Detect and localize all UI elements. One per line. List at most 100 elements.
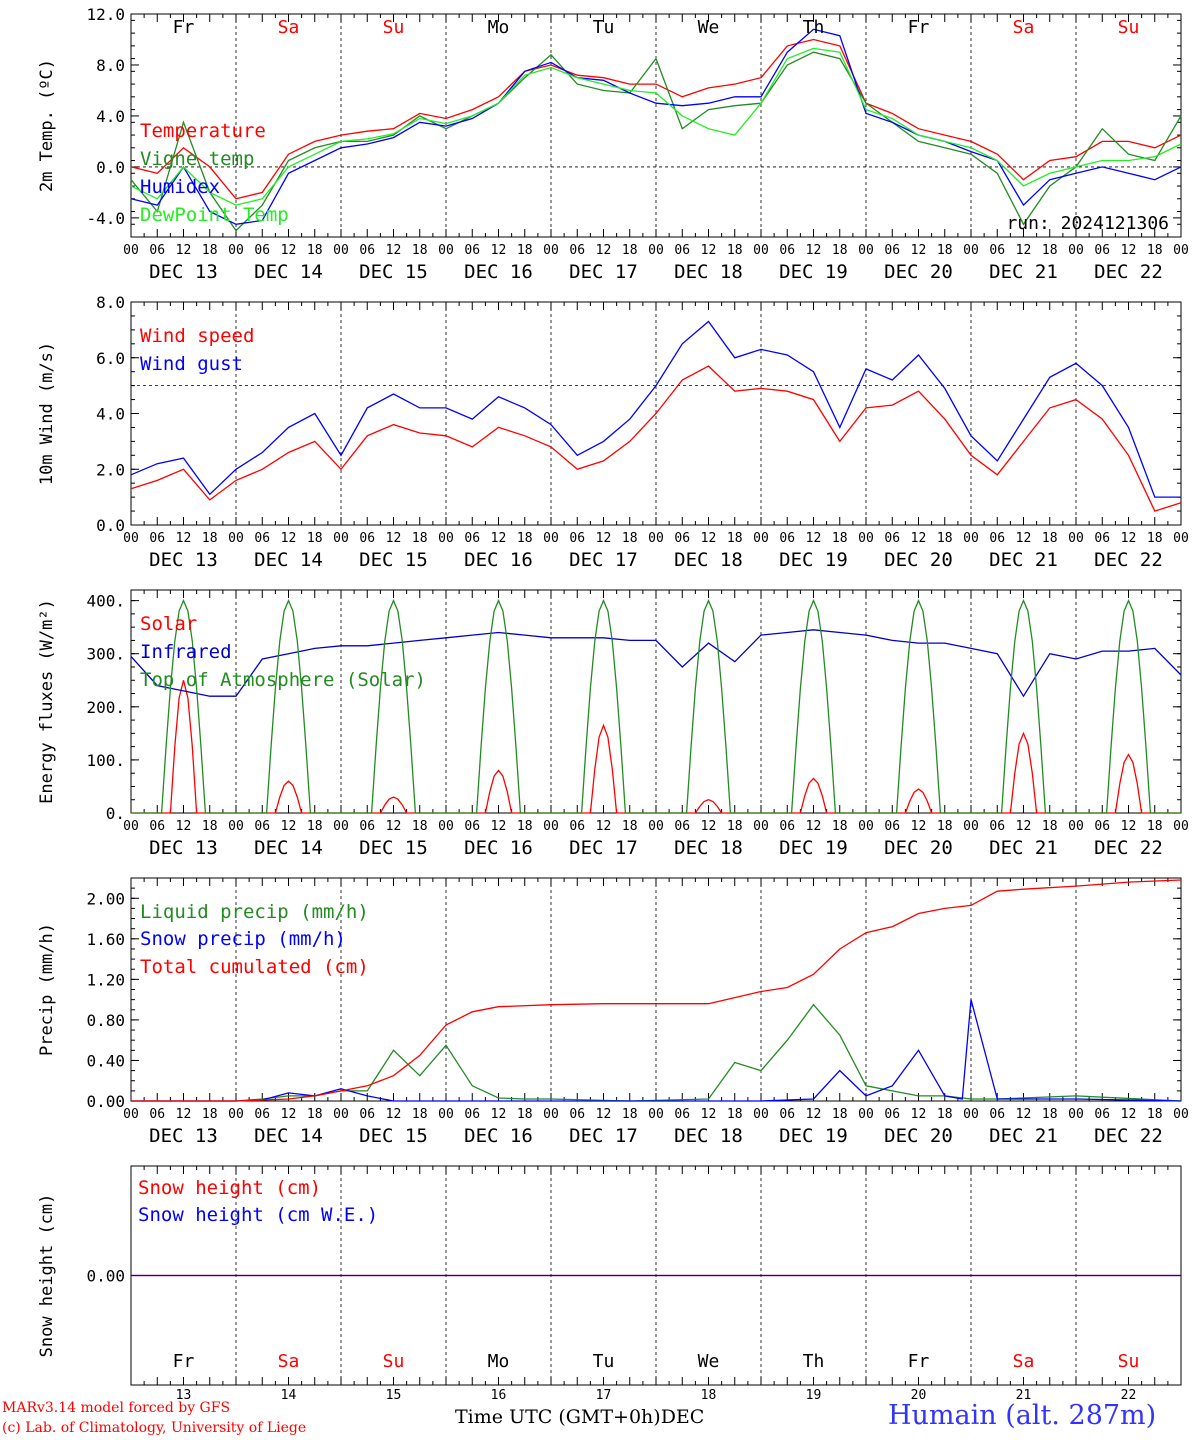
x-hour-label: 12 [1121,531,1137,546]
x-hour-label: 18 [1042,1107,1058,1122]
x-hour-label: 06 [149,243,165,258]
x-hour-label: 00 [753,243,769,258]
time-axis-title: Time UTC (GMT+0h)DEC [455,1406,704,1428]
day-name-label: Sa [1013,17,1035,38]
x-hour-label: 06 [1094,243,1110,258]
x-hour-label: 00 [438,243,454,258]
x-hour-label: 18 [517,243,533,258]
date-label: DEC 18 [674,837,743,859]
date-label: DEC 13 [149,261,218,283]
legend-entry: Temperature [140,120,266,142]
x-hour-label: 06 [149,531,165,546]
x-hour-label: 06 [464,1107,480,1122]
x-hour-label: 00 [963,243,979,258]
y-tick-label: 200. [86,698,125,717]
lab-credit: (c) Lab. of Climatology, University of L… [2,1420,307,1436]
x-hour-label: 00 [228,243,244,258]
day-number-label: 16 [491,1388,507,1400]
day-number-label: 22 [1121,1388,1137,1400]
date-label: DEC 16 [464,837,533,859]
x-hour-label: 06 [884,243,900,258]
x-hour-label: 06 [254,243,270,258]
x-hour-label: 12 [911,243,927,258]
date-label: DEC 13 [149,1125,218,1147]
meteogram: 12.0 8.0 4.0 0.0 -4.0 2m Temp. (ºC) 00 06 12 18 DE… [37,5,1189,1400]
day-name-label: Sa [278,17,300,38]
x-hour-label: 18 [622,243,638,258]
y-tick-label: 6.0 [96,349,125,368]
x-hour-label: 06 [569,243,585,258]
date-label: DEC 14 [254,837,323,859]
y-tick-label: 400. [86,592,125,611]
x-hour-label: 18 [1147,243,1163,258]
x-hour-label: 18 [412,819,428,834]
x-hour-label: 06 [674,531,690,546]
legend-entry: Wind speed [140,325,254,347]
x-hour-label: 06 [779,819,795,834]
legend-entry: Liquid precip (mm/h) [140,901,369,923]
x-hour-label: 00 [1068,243,1084,258]
legend-entry: Snow precip (mm/h) [140,928,346,950]
x-hour-label: 06 [569,819,585,834]
x-hour-label: 18 [202,1107,218,1122]
x-hour-label: 00 [858,243,874,258]
x-hour-label: 18 [832,1107,848,1122]
x-hour-label: 12 [596,531,612,546]
date-label: DEC 19 [779,549,848,571]
x-hour-label: 12 [281,819,297,834]
date-label: DEC 14 [254,1125,323,1147]
x-hour-label: 18 [622,1107,638,1122]
day-name-label: Th [803,17,825,38]
x-hour-label: 12 [491,243,507,258]
day-name-label: Sa [278,1351,300,1372]
day-name-label: Tu [593,1351,615,1372]
series-line-wind-speed [130,365,1182,512]
x-hour-label: 06 [1094,1107,1110,1122]
x-hour-label: 00 [333,819,349,834]
day-name-label: Tu [593,17,615,38]
x-hour-label: 12 [176,1107,192,1122]
day-name-label: Mo [488,17,510,38]
x-hour-label: 12 [281,1107,297,1122]
x-hour-label: 18 [727,243,743,258]
date-label: DEC 15 [359,837,428,859]
series-line-snow-precip-mm-h- [131,999,1182,1102]
date-label: DEC 18 [674,1125,743,1147]
legend-entry: Total cumulated (cm) [140,956,369,978]
x-hour-label: 06 [569,531,585,546]
x-hour-label: 18 [1042,819,1058,834]
day-number-label: 19 [806,1388,822,1400]
date-label: DEC 19 [779,1125,848,1147]
x-hour-label: 00 [963,819,979,834]
x-hour-label: 00 [963,531,979,546]
x-hour-label: 00 [1173,1107,1189,1122]
x-hour-label: 18 [937,819,953,834]
x-hour-label: 00 [543,243,559,258]
x-hour-label: 18 [727,819,743,834]
day-number-label: 17 [596,1388,612,1400]
date-label: DEC 14 [254,261,323,283]
y-tick-label: 12.0 [86,5,125,24]
day-name-label: We [698,1351,720,1372]
x-hour-label: 00 [123,819,139,834]
x-hour-label: 06 [989,1107,1005,1122]
x-hour-label: 00 [858,1107,874,1122]
x-hour-label: 06 [779,531,795,546]
y-tick-label: 100. [86,751,125,770]
x-hour-label: 00 [753,1107,769,1122]
y-tick-label: 0.00 [86,1267,125,1286]
date-label: DEC 21 [989,837,1058,859]
date-label: DEC 21 [989,549,1058,571]
x-hour-label: 00 [648,243,664,258]
y-tick-label: 1.20 [86,970,125,989]
x-hour-label: 06 [569,1107,585,1122]
day-name-label: Sa [1013,1351,1035,1372]
panel-2 [130,301,1182,526]
x-hour-label: 00 [963,1107,979,1122]
x-hour-label: 18 [202,819,218,834]
date-label: DEC 16 [464,261,533,283]
date-label: DEC 22 [1094,549,1163,571]
x-hour-label: 00 [543,819,559,834]
x-hour-label: 06 [674,243,690,258]
y-axis-label: Snow height (cm) [37,1194,57,1358]
